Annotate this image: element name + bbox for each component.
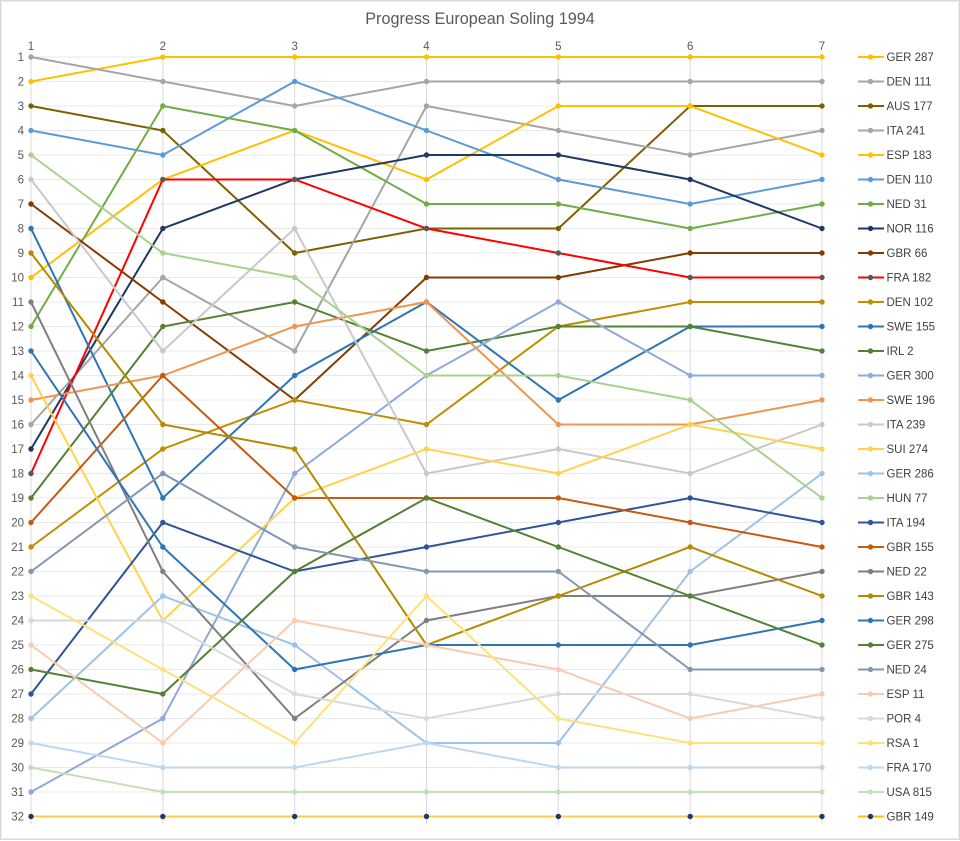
svg-text:4: 4 xyxy=(423,41,430,53)
svg-text:5: 5 xyxy=(555,41,561,53)
svg-text:GBR 149: GBR 149 xyxy=(887,812,934,824)
svg-text:AUS 177: AUS 177 xyxy=(887,101,933,113)
svg-text:FRA 182: FRA 182 xyxy=(887,273,932,285)
svg-text:30: 30 xyxy=(11,763,24,775)
svg-text:10: 10 xyxy=(11,273,24,285)
svg-text:POR 4: POR 4 xyxy=(887,714,922,726)
svg-text:14: 14 xyxy=(11,371,24,383)
svg-text:DEN 102: DEN 102 xyxy=(887,297,934,309)
svg-text:GER 287: GER 287 xyxy=(887,52,934,64)
svg-text:15: 15 xyxy=(11,395,24,407)
svg-text:NOR 116: NOR 116 xyxy=(887,224,934,236)
svg-text:5: 5 xyxy=(18,150,24,162)
svg-text:7: 7 xyxy=(819,41,825,53)
svg-text:17: 17 xyxy=(11,444,24,456)
svg-text:23: 23 xyxy=(11,591,24,603)
svg-text:27: 27 xyxy=(11,689,24,701)
svg-text:FRA 170: FRA 170 xyxy=(887,763,932,775)
svg-text:8: 8 xyxy=(18,224,24,236)
svg-text:RSA 1: RSA 1 xyxy=(887,738,920,750)
svg-text:SWE 196: SWE 196 xyxy=(887,395,936,407)
svg-text:ESP 11: ESP 11 xyxy=(887,689,925,701)
svg-text:SWE 155: SWE 155 xyxy=(887,322,936,334)
svg-text:2: 2 xyxy=(160,41,166,53)
svg-text:IRL 2: IRL 2 xyxy=(887,346,914,358)
svg-text:NED 24: NED 24 xyxy=(887,665,928,677)
svg-text:GBR 66: GBR 66 xyxy=(887,248,928,260)
svg-text:18: 18 xyxy=(11,469,24,481)
svg-text:ITA 239: ITA 239 xyxy=(887,420,926,432)
svg-text:16: 16 xyxy=(11,420,24,432)
svg-text:24: 24 xyxy=(11,616,24,628)
svg-text:SUI 274: SUI 274 xyxy=(887,444,929,456)
svg-text:11: 11 xyxy=(12,297,24,309)
svg-text:7: 7 xyxy=(18,199,24,211)
svg-text:32: 32 xyxy=(11,812,24,824)
svg-text:GER 298: GER 298 xyxy=(887,616,934,628)
svg-text:GBR 155: GBR 155 xyxy=(887,542,934,554)
svg-text:USA 815: USA 815 xyxy=(887,787,932,799)
svg-text:29: 29 xyxy=(11,738,24,750)
svg-text:3: 3 xyxy=(18,101,24,113)
svg-text:GER 300: GER 300 xyxy=(887,371,934,383)
svg-text:GBR 143: GBR 143 xyxy=(887,591,934,603)
svg-text:1: 1 xyxy=(28,41,34,53)
svg-text:6: 6 xyxy=(18,175,24,187)
svg-text:19: 19 xyxy=(11,493,24,505)
svg-text:9: 9 xyxy=(18,248,24,260)
svg-text:DEN 110: DEN 110 xyxy=(887,175,933,187)
svg-text:ITA 241: ITA 241 xyxy=(887,126,926,138)
svg-text:Progress European Soling 1994: Progress European Soling 1994 xyxy=(365,10,594,28)
svg-text:HUN 77: HUN 77 xyxy=(887,493,928,505)
svg-text:1: 1 xyxy=(18,52,24,64)
svg-text:25: 25 xyxy=(11,640,24,652)
svg-text:20: 20 xyxy=(11,518,24,530)
svg-text:13: 13 xyxy=(11,346,24,358)
svg-text:21: 21 xyxy=(11,542,24,554)
svg-text:ESP 183: ESP 183 xyxy=(887,150,932,162)
svg-text:NED 31: NED 31 xyxy=(887,199,927,211)
svg-text:DEN 111: DEN 111 xyxy=(887,77,932,89)
svg-text:2: 2 xyxy=(18,77,24,89)
svg-text:28: 28 xyxy=(11,714,24,726)
svg-text:6: 6 xyxy=(687,41,693,53)
svg-text:ITA 194: ITA 194 xyxy=(887,518,926,530)
svg-text:26: 26 xyxy=(11,665,24,677)
svg-text:12: 12 xyxy=(11,322,24,334)
svg-text:3: 3 xyxy=(291,41,297,53)
svg-text:4: 4 xyxy=(18,126,25,138)
svg-text:NED 22: NED 22 xyxy=(887,567,927,579)
svg-text:22: 22 xyxy=(11,567,24,579)
svg-text:GER 286: GER 286 xyxy=(887,469,934,481)
svg-text:31: 31 xyxy=(11,787,24,799)
svg-text:GER 275: GER 275 xyxy=(887,640,934,652)
